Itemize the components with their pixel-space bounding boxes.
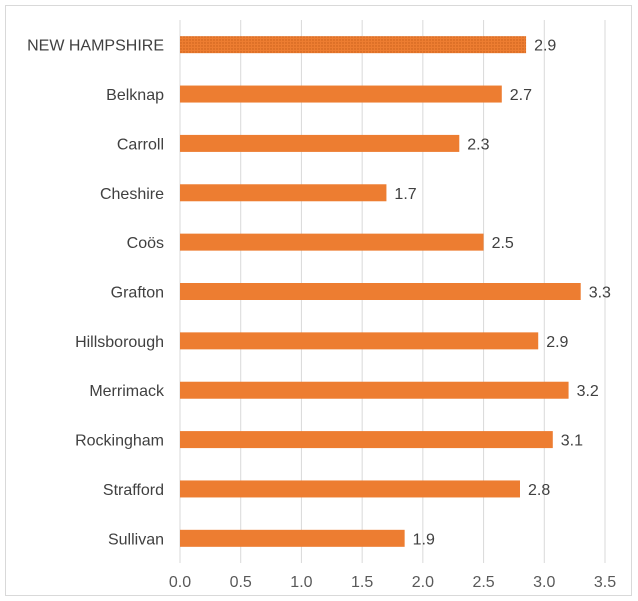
bars-group [180, 36, 581, 547]
data-label: 3.1 [561, 433, 583, 450]
x-tick-label: 2.5 [472, 574, 494, 591]
data-label: 3.2 [577, 383, 599, 400]
data-label: 2.8 [528, 482, 550, 499]
category-label: NEW HAMPSHIRE [27, 38, 164, 55]
data-label: 2.5 [492, 235, 514, 252]
category-label: Sullivan [108, 531, 164, 548]
bar [180, 431, 553, 449]
category-label: Merrimack [89, 383, 165, 400]
x-tick-label: 1.5 [351, 574, 373, 591]
category-label: Grafton [111, 285, 164, 302]
bar [180, 529, 405, 547]
bar [180, 134, 460, 152]
category-labels: NEW HAMPSHIRE Belknap Carroll Cheshire Coös G… [27, 38, 165, 549]
x-tick-label: 0.5 [230, 574, 252, 591]
bar [180, 85, 502, 103]
data-label: 2.7 [510, 87, 532, 104]
data-label: 2.3 [467, 136, 489, 153]
category-label: Coös [127, 235, 164, 252]
bar [180, 381, 569, 399]
data-label: 2.9 [534, 38, 556, 55]
x-axis-ticks: 0.0 0.5 1.0 1.5 2.0 2.5 3.0 3.5 [169, 574, 616, 591]
data-label: 3.3 [589, 285, 611, 302]
category-label: Carroll [117, 136, 164, 153]
x-tick-label: 3.0 [533, 574, 555, 591]
category-label: Hillsborough [75, 334, 164, 351]
category-label: Rockingham [75, 433, 164, 450]
bar [180, 480, 520, 498]
x-tick-label: 3.5 [594, 574, 616, 591]
bar [180, 283, 581, 300]
category-label: Strafford [103, 482, 164, 499]
category-label: Belknap [106, 87, 164, 104]
x-tick-label: 2.0 [412, 574, 434, 591]
x-tick-label: 1.0 [290, 574, 312, 591]
data-label: 2.9 [546, 334, 568, 351]
data-label: 1.7 [394, 186, 416, 203]
bar [180, 233, 484, 251]
data-label: 1.9 [413, 531, 435, 548]
bar [180, 184, 387, 202]
bar [180, 332, 539, 350]
value-labels: 2.9 2.7 2.3 1.7 2.5 3.3 2.9 3.2 3.1 2.8 1.9 [394, 38, 611, 549]
chart-frame [5, 5, 632, 596]
bar-highlight [180, 36, 527, 54]
category-label: Cheshire [100, 186, 164, 203]
x-tick-label: 0.0 [169, 574, 191, 591]
